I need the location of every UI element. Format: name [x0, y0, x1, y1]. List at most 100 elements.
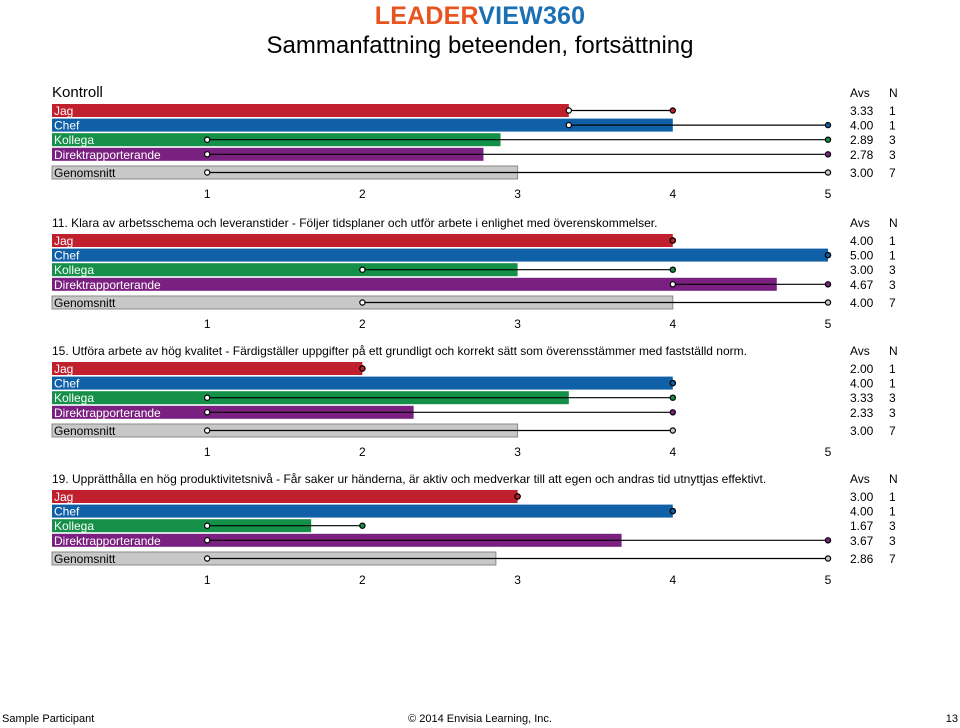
tick-label-2-2: 3: [514, 445, 521, 459]
avs-value-0-0: 3.33: [850, 104, 874, 118]
range-max-1-3: [824, 281, 832, 288]
bar-3-1: [52, 504, 673, 518]
bar-label-2-3: Direktrapporterande: [54, 406, 161, 420]
range-max-2-1: [669, 379, 677, 387]
avs-value-3-3: 3.67: [850, 534, 874, 548]
tick-label-3-1: 2: [359, 573, 366, 587]
n-header: N: [889, 216, 898, 230]
n-value-2-2: 3: [889, 391, 896, 405]
bar-label-3-3: Direktrapporterande: [54, 534, 161, 548]
bar-label-0-3: Direktrapporterande: [54, 148, 161, 162]
bar-label-1-4: Genomsnitt: [54, 296, 116, 310]
range-max-1-4: [824, 299, 832, 306]
tick-label-3-3: 4: [669, 573, 676, 587]
avs-value-1-2: 3.00: [850, 263, 874, 277]
tick-label-2-3: 4: [669, 445, 676, 459]
range-min-1-3: [669, 281, 677, 288]
n-value-1-0: 1: [889, 234, 896, 248]
range-max-2-0: [359, 365, 366, 372]
bar-label-3-1: Chef: [54, 505, 80, 519]
n-value-0-0: 1: [889, 104, 896, 118]
avs-value-2-3: 2.33: [850, 406, 874, 420]
tick-label-0-1: 2: [359, 187, 366, 201]
range-max-1-2: [669, 266, 677, 273]
bar-1-1: [52, 248, 828, 262]
range-min-1-4: [359, 299, 366, 306]
avs-value-0-4: 3.00: [850, 166, 874, 180]
range-min-2-2: [203, 394, 211, 401]
tick-label-2-4: 5: [825, 445, 832, 459]
bar-1-2: [52, 263, 518, 277]
range-max-3-0: [514, 493, 521, 500]
footer-copyright: © 2014 Envisia Learning, Inc.: [408, 713, 552, 725]
range-min-3-2: [203, 522, 211, 529]
range-max-1-1: [824, 251, 832, 259]
page-title: Sammanfattning beteenden, fortsättning: [266, 32, 694, 59]
avs-header: Avs: [850, 472, 870, 486]
bar-label-1-0: Jag: [54, 234, 73, 248]
range-min-3-3: [203, 537, 211, 544]
tick-label-0-2: 3: [514, 187, 521, 201]
tick-label-1-2: 3: [514, 317, 521, 331]
avs-header: Avs: [850, 216, 870, 230]
range-min-1-2: [359, 266, 366, 273]
range-min-0-4: [203, 169, 211, 176]
range-max-2-3: [669, 409, 677, 416]
n-value-3-2: 3: [889, 519, 896, 533]
tick-label-0-0: 1: [204, 187, 211, 201]
tick-label-0-4: 5: [825, 187, 832, 201]
tick-label-3-4: 5: [825, 573, 832, 587]
bar-2-0: [52, 362, 363, 375]
tick-label-1-4: 5: [825, 317, 832, 331]
avs-value-3-2: 1.67: [850, 519, 874, 533]
n-value-2-0: 1: [889, 362, 896, 376]
tick-label-1-0: 1: [204, 317, 211, 331]
avs-value-1-0: 4.00: [850, 234, 874, 248]
footer: Sample Participant © 2014 Envisia Learni…: [0, 713, 960, 728]
avs-value-3-1: 4.00: [850, 505, 874, 519]
n-value-3-1: 1: [889, 505, 896, 519]
range-min-3-4: [203, 555, 211, 562]
bar-0-0: [52, 104, 569, 117]
range-max-0-0: [669, 107, 677, 114]
chart-title-3: 19. Upprätthålla en hög produktivitetsni…: [52, 472, 766, 486]
bar-label-2-1: Chef: [54, 377, 80, 391]
chart-title-2: 15. Utföra arbete av hög kvalitet - Färd…: [52, 344, 747, 358]
range-min-0-2: [203, 136, 211, 143]
range-min-0-1: [565, 121, 573, 129]
n-value-2-1: 1: [889, 377, 896, 391]
logo-part1: LEADER: [374, 2, 479, 30]
range-max-3-3: [824, 537, 832, 544]
footer-participant: Sample Participant: [2, 713, 95, 725]
bar-label-0-0: Jag: [54, 104, 73, 118]
n-value-1-2: 3: [889, 263, 896, 277]
range-min-0-0: [565, 107, 573, 114]
bar-1-3: [52, 277, 777, 291]
n-value-0-2: 3: [889, 133, 896, 147]
avs-value-2-0: 2.00: [850, 362, 874, 376]
n-value-2-4: 7: [889, 424, 896, 438]
bar-label-2-4: Genomsnitt: [54, 424, 116, 438]
bar-label-1-3: Direktrapporterande: [54, 278, 161, 292]
tick-label-1-3: 4: [669, 317, 676, 331]
range-max-2-4: [669, 427, 677, 434]
range-max-3-4: [824, 555, 832, 562]
bar-label-2-0: Jag: [54, 362, 73, 376]
range-min-2-3: [203, 409, 211, 416]
bar-label-0-1: Chef: [54, 119, 80, 133]
n-value-3-4: 7: [889, 552, 896, 566]
bar-label-0-2: Kollega: [54, 133, 94, 147]
logo-part2: VIEW360: [478, 2, 586, 30]
bar-0-1: [52, 118, 673, 132]
tick-label-1-1: 2: [359, 317, 366, 331]
range-max-0-1: [824, 121, 832, 129]
range-max-2-2: [669, 394, 677, 401]
bar-label-1-1: Chef: [54, 249, 80, 263]
bar-3-2: [52, 519, 312, 533]
range-max-0-4: [824, 169, 832, 176]
bar-label-3-2: Kollega: [54, 519, 94, 533]
n-value-1-3: 3: [889, 278, 896, 292]
avs-value-0-1: 4.00: [850, 119, 874, 133]
n-value-0-3: 3: [889, 148, 896, 162]
